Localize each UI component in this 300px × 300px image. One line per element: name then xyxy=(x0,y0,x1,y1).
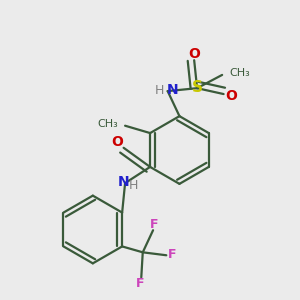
Text: O: O xyxy=(188,47,200,61)
Text: N: N xyxy=(118,175,129,189)
Text: H: H xyxy=(155,84,164,97)
Text: H: H xyxy=(129,179,139,192)
Text: F: F xyxy=(168,248,176,261)
Text: CH₃: CH₃ xyxy=(98,119,118,129)
Text: O: O xyxy=(225,88,237,103)
Text: N: N xyxy=(167,82,179,97)
Text: CH₃: CH₃ xyxy=(230,68,250,78)
Text: F: F xyxy=(150,218,159,231)
Text: O: O xyxy=(111,136,123,149)
Text: S: S xyxy=(192,80,203,95)
Text: F: F xyxy=(136,277,144,290)
